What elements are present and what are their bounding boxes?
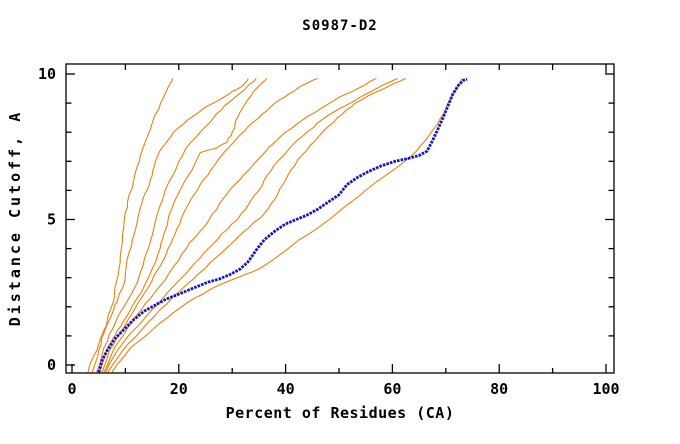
orange-line-8 [107, 77, 407, 373]
x-tick-label: 100 [592, 380, 619, 398]
chart-title: S0987-D2 [302, 18, 377, 34]
x-tick-label: 0 [67, 380, 76, 398]
x-tick-label: 60 [383, 380, 401, 398]
orange-line-6 [103, 77, 377, 373]
plot-border-box [65, 63, 615, 374]
orange-line-5 [101, 77, 318, 373]
y-axis-label: Distance Cutoff, A [6, 110, 24, 327]
y-tick-label: 5 [47, 211, 56, 229]
orange-line-2 [91, 78, 249, 373]
y-tick-label: 0 [47, 356, 56, 374]
blue-line [97, 77, 468, 373]
x-tick-label: 20 [170, 380, 188, 398]
x-tick-label: 40 [277, 380, 295, 398]
axis-ticks [66, 64, 614, 373]
x-axis-label: Percent of Residues (CA) [226, 404, 455, 422]
axis-tick-labels: 0 20 40 60 80 100 0 5 10 [38, 65, 620, 398]
orange-line-1 [87, 78, 173, 373]
orange-line-7 [105, 77, 398, 373]
series-lines [87, 77, 468, 373]
orange-line-4 [99, 77, 268, 373]
x-tick-label: 80 [490, 380, 508, 398]
orange-line-3 [96, 78, 257, 373]
orange-line-9 [111, 78, 464, 373]
y-tick-label: 10 [38, 65, 56, 83]
